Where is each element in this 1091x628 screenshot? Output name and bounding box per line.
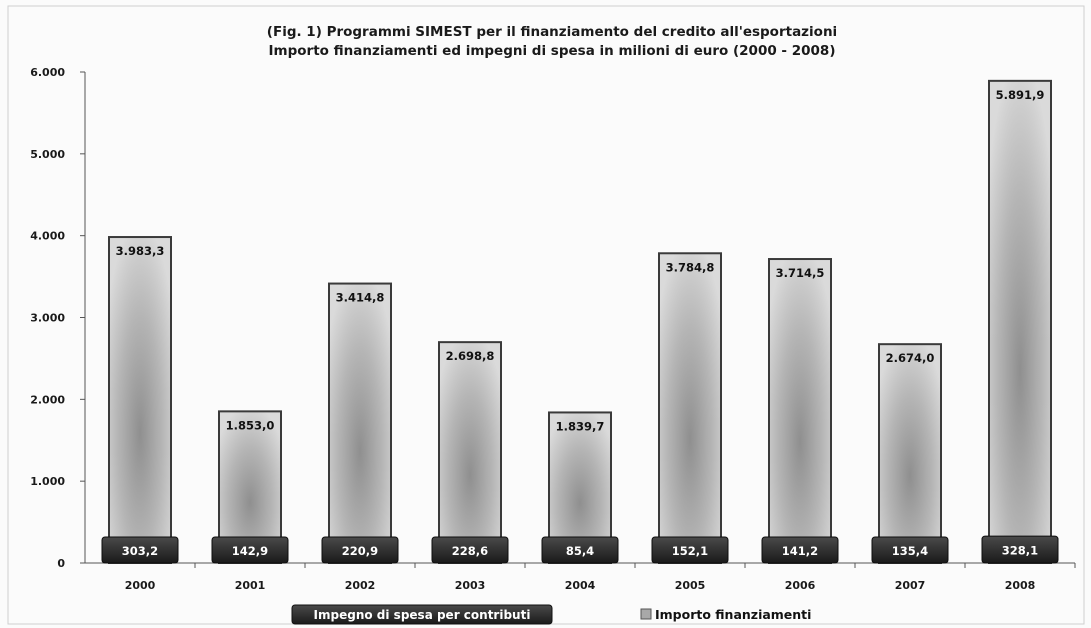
x-tick-label: 2003 [455,579,486,592]
bar-impegno-spesa [101,536,179,564]
x-tick-label: 2007 [895,579,926,592]
bar-importo-finanziamenti [438,341,502,564]
bar-impegno-spesa [651,536,729,564]
x-tick-label: 2002 [345,579,376,592]
x-tick-label: 2005 [675,579,706,592]
chart-subtitle: Importo finanziamenti ed impegni di spes… [269,43,836,59]
bar-impegno-spesa [981,535,1059,564]
x-tick-label: 2004 [565,579,596,592]
bar-label-importo: 1.853,0 [226,418,275,432]
bars: 3.983,3 303,2 1.853,0 142,9 3.414,8 220,9 2.69… [101,79,1059,565]
bar-label-impegno: 303,2 [122,544,158,558]
bar-impegno-spesa [431,536,509,564]
bar-label-importo: 3.714,5 [776,266,825,280]
bar-importo-finanziamenti [658,252,722,565]
bar-label-importo: 1.839,7 [556,419,605,433]
bar-label-importo: 2.674,0 [886,351,935,365]
bar-importo-finanziamenti [878,343,942,564]
chart-title: (Fig. 1) Programmi SIMEST per il finanzi… [267,24,837,40]
bar-label-impegno: 85,4 [566,544,594,558]
bar-impegno-spesa [871,536,949,564]
x-tick-label: 2000 [125,579,156,592]
bar-label-impegno: 328,1 [1002,544,1038,558]
y-tick-label: 2.000 [30,393,65,406]
bar-label-importo: 2.698,8 [446,349,495,363]
bar-label-impegno: 141,2 [782,544,818,558]
bar-label-impegno: 135,4 [892,544,928,558]
y-tick-label: 3.000 [30,312,65,325]
bar-impegno-spesa [321,536,399,564]
bar-label-impegno: 220,9 [342,544,378,558]
y-tick-label: 1.000 [30,475,65,488]
legend-label-importo: Importo finanziamenti [655,607,811,622]
bar-label-importo: 3.983,3 [116,244,165,258]
legend: Impegno di spesa per contributi Importo … [291,604,811,625]
legend-swatch-impegno [291,604,553,625]
x-tick-label: 2006 [785,579,816,592]
bar-impegno-spesa [211,536,289,564]
bar-importo-finanziamenti [108,236,172,564]
bar-importo-finanziamenti [988,79,1052,564]
y-tick-label: 5.000 [30,148,65,161]
bar-label-importo: 3.414,8 [336,291,385,305]
bar-importo-finanziamenti [768,258,832,564]
bar-importo-finanziamenti [328,282,392,564]
bar-label-impegno: 228,6 [452,544,488,558]
y-tick-label: 6.000 [30,66,65,79]
y-tick-label: 0 [57,557,65,570]
y-axis: 0 1.000 2.000 3.000 4.000 5.000 6.000 [30,66,86,570]
bar-label-importo: 5.891,9 [996,88,1045,102]
bar-label-importo: 3.784,8 [666,260,715,274]
bar-impegno-spesa [541,536,619,564]
x-tick-label: 2001 [235,579,266,592]
bar-label-impegno: 152,1 [672,544,708,558]
bar-impegno-spesa [761,536,839,564]
legend-label-impegno: Impegno di spesa per contributi [314,608,531,622]
y-tick-label: 4.000 [30,230,65,243]
legend-swatch-importo [640,608,652,620]
x-tick-label: 2008 [1005,579,1036,592]
bar-label-impegno: 142,9 [232,544,268,558]
